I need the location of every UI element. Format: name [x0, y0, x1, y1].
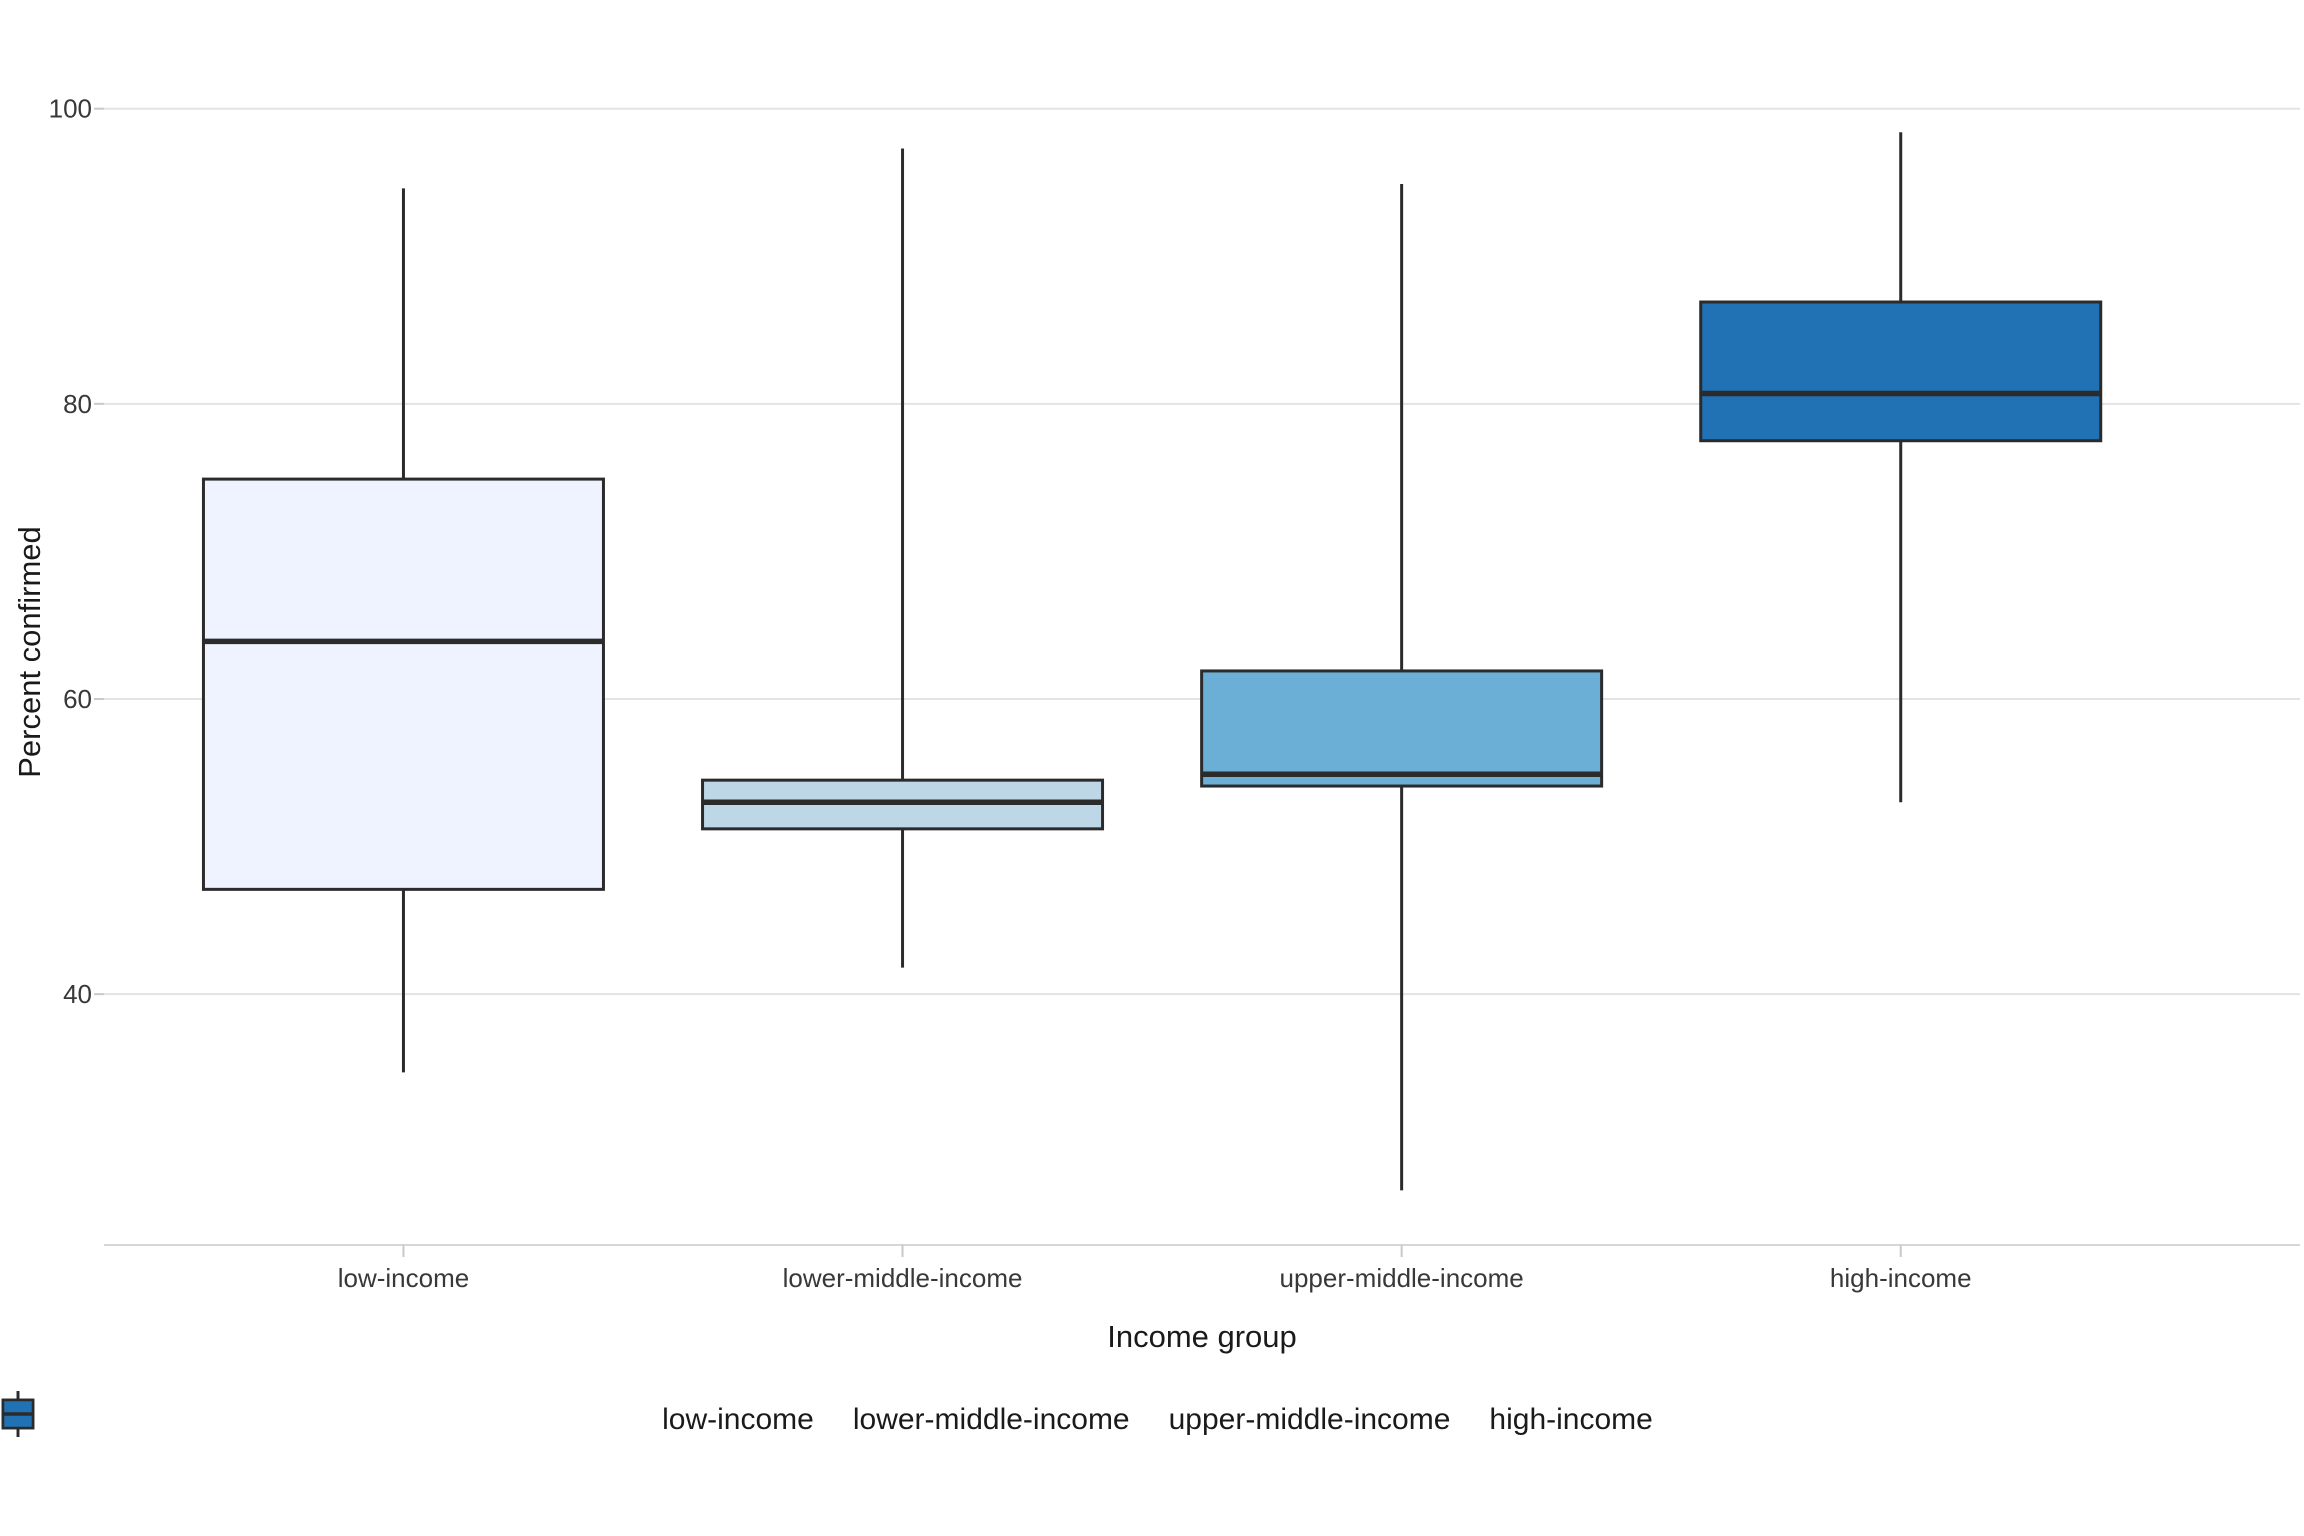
- x-tick-label-upper-middle-income: upper-middle-income: [1280, 1263, 1524, 1293]
- legend-label: lower-middle-income: [852, 1403, 1130, 1436]
- x-tick-label-high-income: high-income: [1830, 1263, 1972, 1293]
- legend-item-high-income: high-income: [1, 1391, 1653, 1437]
- legend-item-lower-middle-income: lower-middle-income: [1, 1391, 1130, 1437]
- y-axis-title: Percent confirmed: [12, 526, 47, 778]
- y-tick-label-80: 80: [63, 389, 92, 419]
- box-low-income: [201, 477, 605, 891]
- y-tick-label-60: 60: [63, 684, 92, 714]
- y-tick-label-100: 100: [49, 94, 92, 124]
- x-axis-title: Income group: [1107, 1319, 1297, 1354]
- legend-item-low-income: low-income: [1, 1391, 814, 1437]
- y-tick-label-40: 40: [63, 979, 92, 1009]
- legend-item-upper-middle-income: upper-middle-income: [1, 1391, 1451, 1437]
- legend-label: high-income: [1489, 1403, 1653, 1436]
- x-tick-label-low-income: low-income: [338, 1263, 470, 1293]
- box-high-income: [1699, 300, 2103, 443]
- box-upper-middle-income: [1200, 669, 1604, 788]
- legend: low-income lower-middle-income upper-middl…: [0, 1388, 2304, 1452]
- legend-key-boxplot-icon: [1, 1391, 35, 1437]
- legend-label: upper-middle-income: [1168, 1403, 1451, 1436]
- legend-label: low-income: [662, 1403, 814, 1436]
- x-tick-label-lower-middle-income: lower-middle-income: [783, 1263, 1023, 1293]
